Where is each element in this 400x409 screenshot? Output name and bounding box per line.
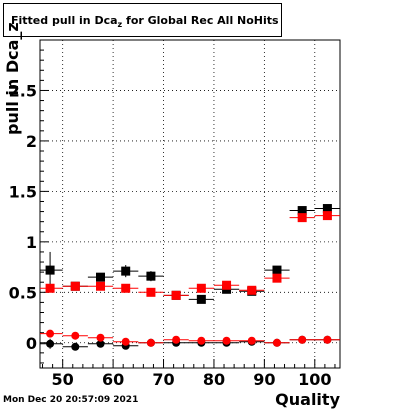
circle-marker <box>197 336 206 345</box>
x-tick-label: 100 <box>298 370 331 389</box>
square-marker <box>247 285 257 295</box>
data-points <box>40 204 340 351</box>
square-marker <box>297 213 307 223</box>
square-marker <box>196 283 206 293</box>
x-axis-label: Quality <box>275 390 340 409</box>
circle-marker <box>71 331 80 340</box>
square-marker <box>45 283 55 293</box>
timestamp-label: Mon Dec 20 20:57:09 2021 <box>3 395 139 405</box>
circle-marker <box>323 335 332 344</box>
y-axis-label: pull in Dca_z <box>3 22 22 135</box>
square-marker <box>297 206 307 216</box>
y-tick-label: 2 <box>26 132 37 151</box>
square-marker <box>96 281 106 291</box>
plot-frame <box>39 39 341 369</box>
tick-labels: 50 60 70 80 90 100 0 0.5 1 1.5 2 2.5 <box>9 81 332 389</box>
y-tick-label: 1 <box>26 233 37 252</box>
square-marker <box>121 266 131 276</box>
chart-title-main: Fitted pull in Dca <box>11 14 118 27</box>
circle-marker <box>46 339 55 348</box>
square-marker <box>96 272 106 282</box>
circle-marker <box>46 329 55 338</box>
square-marker <box>121 283 131 293</box>
grid-lines <box>40 40 340 368</box>
circle-marker <box>146 338 155 347</box>
square-marker <box>322 204 332 214</box>
y-tick-label: 2.5 <box>9 81 37 100</box>
circle-marker <box>298 335 307 344</box>
square-marker <box>45 265 55 275</box>
x-tick-label: 70 <box>152 370 174 389</box>
x-tick-label: 80 <box>203 370 225 389</box>
square-marker <box>146 287 156 297</box>
circle-marker <box>172 335 181 344</box>
square-marker <box>196 294 206 304</box>
y-tick-label: 0.5 <box>9 283 37 302</box>
square-marker <box>146 271 156 281</box>
x-tick-label: 90 <box>253 370 275 389</box>
circle-marker <box>121 337 130 346</box>
square-marker <box>322 211 332 221</box>
square-marker <box>70 281 80 291</box>
chart-title-box: Fitted pull in Dcaz for Global Rec All N… <box>3 3 282 37</box>
chart-title-rest: for Global Rec All NoHits <box>122 14 279 27</box>
x-tick-label: 50 <box>52 370 74 389</box>
chart-title: Fitted pull in Dcaz for Global Rec All N… <box>11 14 279 29</box>
circle-marker <box>96 333 105 342</box>
axis-ticks <box>40 49 336 368</box>
x-tick-label: 60 <box>102 370 124 389</box>
square-marker <box>272 273 282 283</box>
chart-title-subscript: z <box>117 20 123 29</box>
circle-marker <box>247 336 256 345</box>
circle-marker <box>96 339 105 348</box>
circle-marker <box>272 338 281 347</box>
square-marker <box>272 265 282 275</box>
circle-marker <box>222 336 231 345</box>
square-marker <box>222 280 232 290</box>
square-marker <box>171 290 181 300</box>
y-tick-label: 0 <box>26 334 37 353</box>
y-tick-label: 1.5 <box>9 182 37 201</box>
circle-marker <box>71 342 80 351</box>
